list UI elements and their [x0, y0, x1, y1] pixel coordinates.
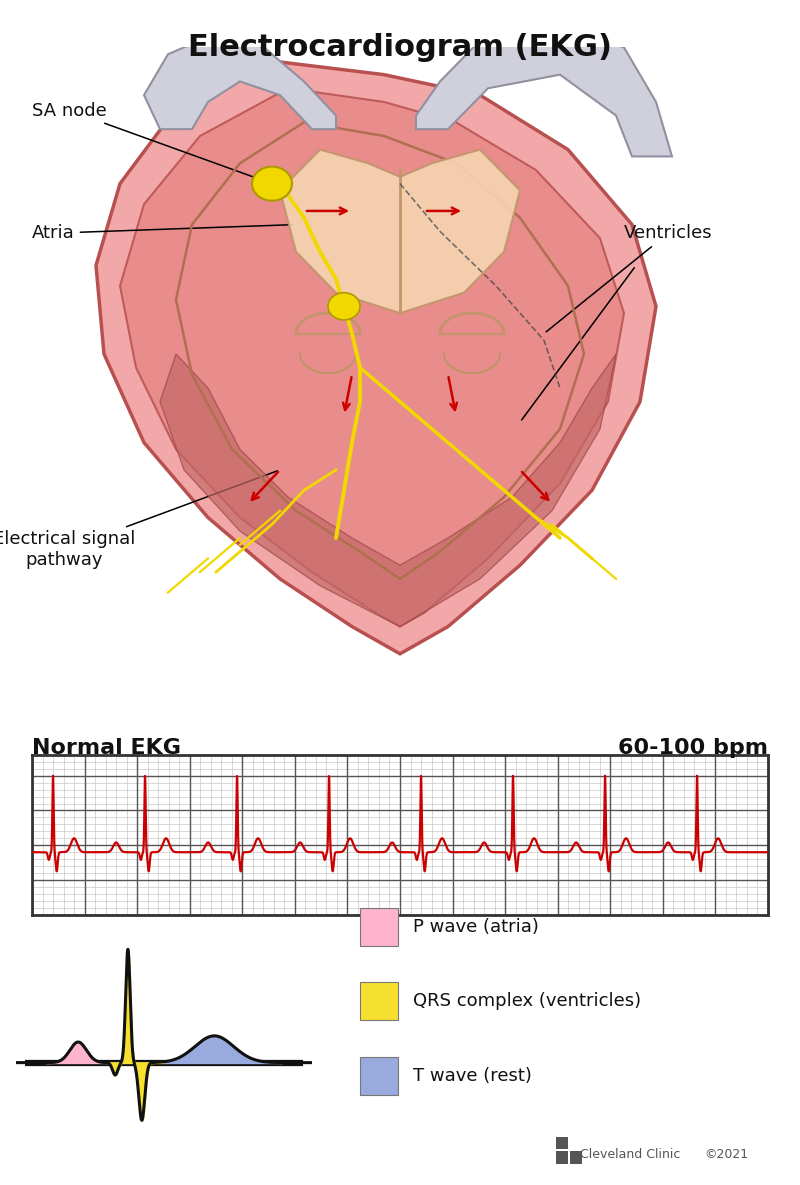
Text: ©2021: ©2021: [704, 1148, 748, 1161]
Text: Electrical signal
pathway: Electrical signal pathway: [0, 470, 278, 569]
Text: Normal EKG: Normal EKG: [32, 738, 181, 758]
Text: T wave (rest): T wave (rest): [413, 1066, 532, 1085]
Polygon shape: [160, 354, 616, 627]
Text: Ventricles: Ventricles: [546, 224, 713, 332]
Polygon shape: [416, 27, 672, 156]
Text: Cleveland Clinic: Cleveland Clinic: [580, 1148, 680, 1161]
Text: P wave (atria): P wave (atria): [413, 917, 538, 936]
Text: 60-100 bpm: 60-100 bpm: [618, 738, 768, 758]
Text: QRS complex (ventricles): QRS complex (ventricles): [413, 992, 641, 1011]
Polygon shape: [144, 33, 336, 129]
Text: Atria: Atria: [32, 224, 294, 242]
Polygon shape: [96, 62, 656, 654]
Text: Electrocardiogram (EKG): Electrocardiogram (EKG): [188, 33, 612, 62]
Polygon shape: [120, 89, 624, 627]
Text: SA node: SA node: [32, 102, 270, 182]
Circle shape: [252, 167, 292, 200]
Circle shape: [328, 293, 360, 320]
Polygon shape: [280, 149, 520, 313]
